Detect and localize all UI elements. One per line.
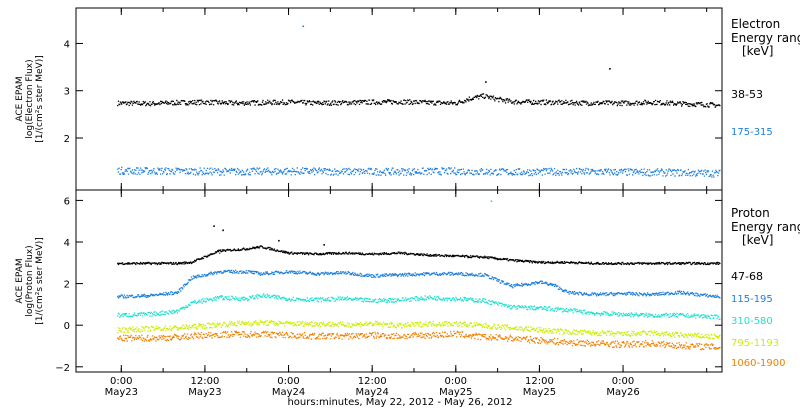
- legend-electron-175-315: 175-315: [731, 127, 773, 138]
- flux-outlier-point: [323, 244, 325, 246]
- y-tick-label: −2: [55, 363, 70, 374]
- x-tick-time: 0:00: [612, 376, 634, 387]
- electron-plot-frame: [75, 7, 723, 191]
- x-tick-date: May24: [272, 387, 305, 398]
- y-tick-label: 4: [64, 238, 70, 249]
- flux-outlier-point: [213, 225, 215, 227]
- series-1060-1900: [117, 330, 721, 351]
- proton-legend-title-1: Proton: [731, 206, 770, 220]
- proton-plot-frame: [75, 189, 723, 373]
- electron-outlier-point: [609, 68, 611, 70]
- electron-flux-panel: 2 3 4 ACE EPAM log(Electron Flux) [1/(cm²s…: [15, 7, 800, 191]
- legend-proton-47-68: 47-68: [731, 270, 763, 283]
- electron-series-group: [117, 25, 721, 178]
- proton-legend-title-3: [keV]: [742, 233, 773, 247]
- proton-ylabel-line-2: log(Proton Flux): [25, 245, 35, 316]
- y-tick-label: 2: [64, 134, 70, 145]
- series-310-580: [117, 293, 721, 320]
- flux-outlier-point: [218, 252, 221, 254]
- electron-ylabel-line-3: [1/(cm²s ster MeV)]: [35, 55, 45, 142]
- proton-flux-panel: −2 0 2 4 6 ACE EPAM log(Proton Flux) [1/(cm²…: [15, 189, 800, 374]
- proton-ylabel-line-3: [1/(cm²s ster MeV)]: [35, 237, 45, 324]
- electron-legend-title-2: Energy range: [731, 31, 800, 45]
- x-tick-date: May25: [523, 387, 556, 398]
- electron-outlier-point: [485, 81, 487, 83]
- x-tick-time: 0:00: [445, 376, 467, 387]
- electron-legend-title-1: Electron: [731, 17, 780, 31]
- x-tick-date: May23: [188, 387, 221, 398]
- x-tick-date: May24: [355, 387, 388, 398]
- series-795-1193: [117, 319, 721, 340]
- x-tick-time: 0:00: [277, 376, 299, 387]
- x-tick-date: May26: [606, 387, 639, 398]
- series-115-195: [117, 269, 721, 299]
- electron-legend-title-3: [keV]: [742, 44, 773, 58]
- x-tick-time: 12:00: [525, 376, 554, 387]
- x-tick-time: 0:00: [110, 376, 132, 387]
- proton-ylabel-line-1: ACE EPAM: [15, 258, 25, 303]
- x-tick-date: May25: [439, 387, 472, 398]
- x-tick-time: 12:00: [358, 376, 387, 387]
- electron-ylabel-line-2: log(Electron Flux): [25, 59, 35, 138]
- legend-proton-795-1193: 795-1193: [731, 338, 779, 349]
- proton-y-axis: −2 0 2 4 6: [55, 196, 722, 374]
- electron-outlier-point: [302, 25, 305, 28]
- x-tick-date: May23: [105, 387, 138, 398]
- y-tick-label: 6: [64, 196, 70, 207]
- proton-legend-title-2: Energy range: [731, 220, 800, 234]
- series-175-315: [117, 166, 721, 178]
- flux-outlier-point: [222, 229, 224, 232]
- series-47-68: [117, 245, 721, 266]
- time-x-axis: 0:00May2312:00May230:00May2412:00May240:…: [105, 8, 708, 398]
- legend-proton-1060-1900: 1060-1900: [731, 358, 786, 369]
- legend-proton-310-580: 310-580: [731, 316, 773, 327]
- legend-proton-115-195: 115-195: [731, 294, 773, 305]
- y-tick-label: 0: [64, 321, 70, 332]
- flux-outlier-point: [278, 239, 280, 242]
- flux-outlier-point: [490, 200, 493, 202]
- y-tick-label: 4: [64, 39, 70, 50]
- proton-series-group: [117, 200, 721, 351]
- series-38-53: [117, 93, 721, 108]
- x-axis-title: hours:minutes, May 22, 2012 - May 26, 20…: [287, 397, 512, 408]
- y-tick-label: 2: [64, 280, 70, 291]
- y-tick-label: 3: [64, 87, 70, 98]
- electron-y-axis: 2 3 4: [64, 39, 722, 145]
- legend-electron-38-53: 38-53: [731, 88, 763, 101]
- electron-ylabel-line-1: ACE EPAM: [15, 76, 25, 121]
- x-tick-time: 12:00: [191, 376, 220, 387]
